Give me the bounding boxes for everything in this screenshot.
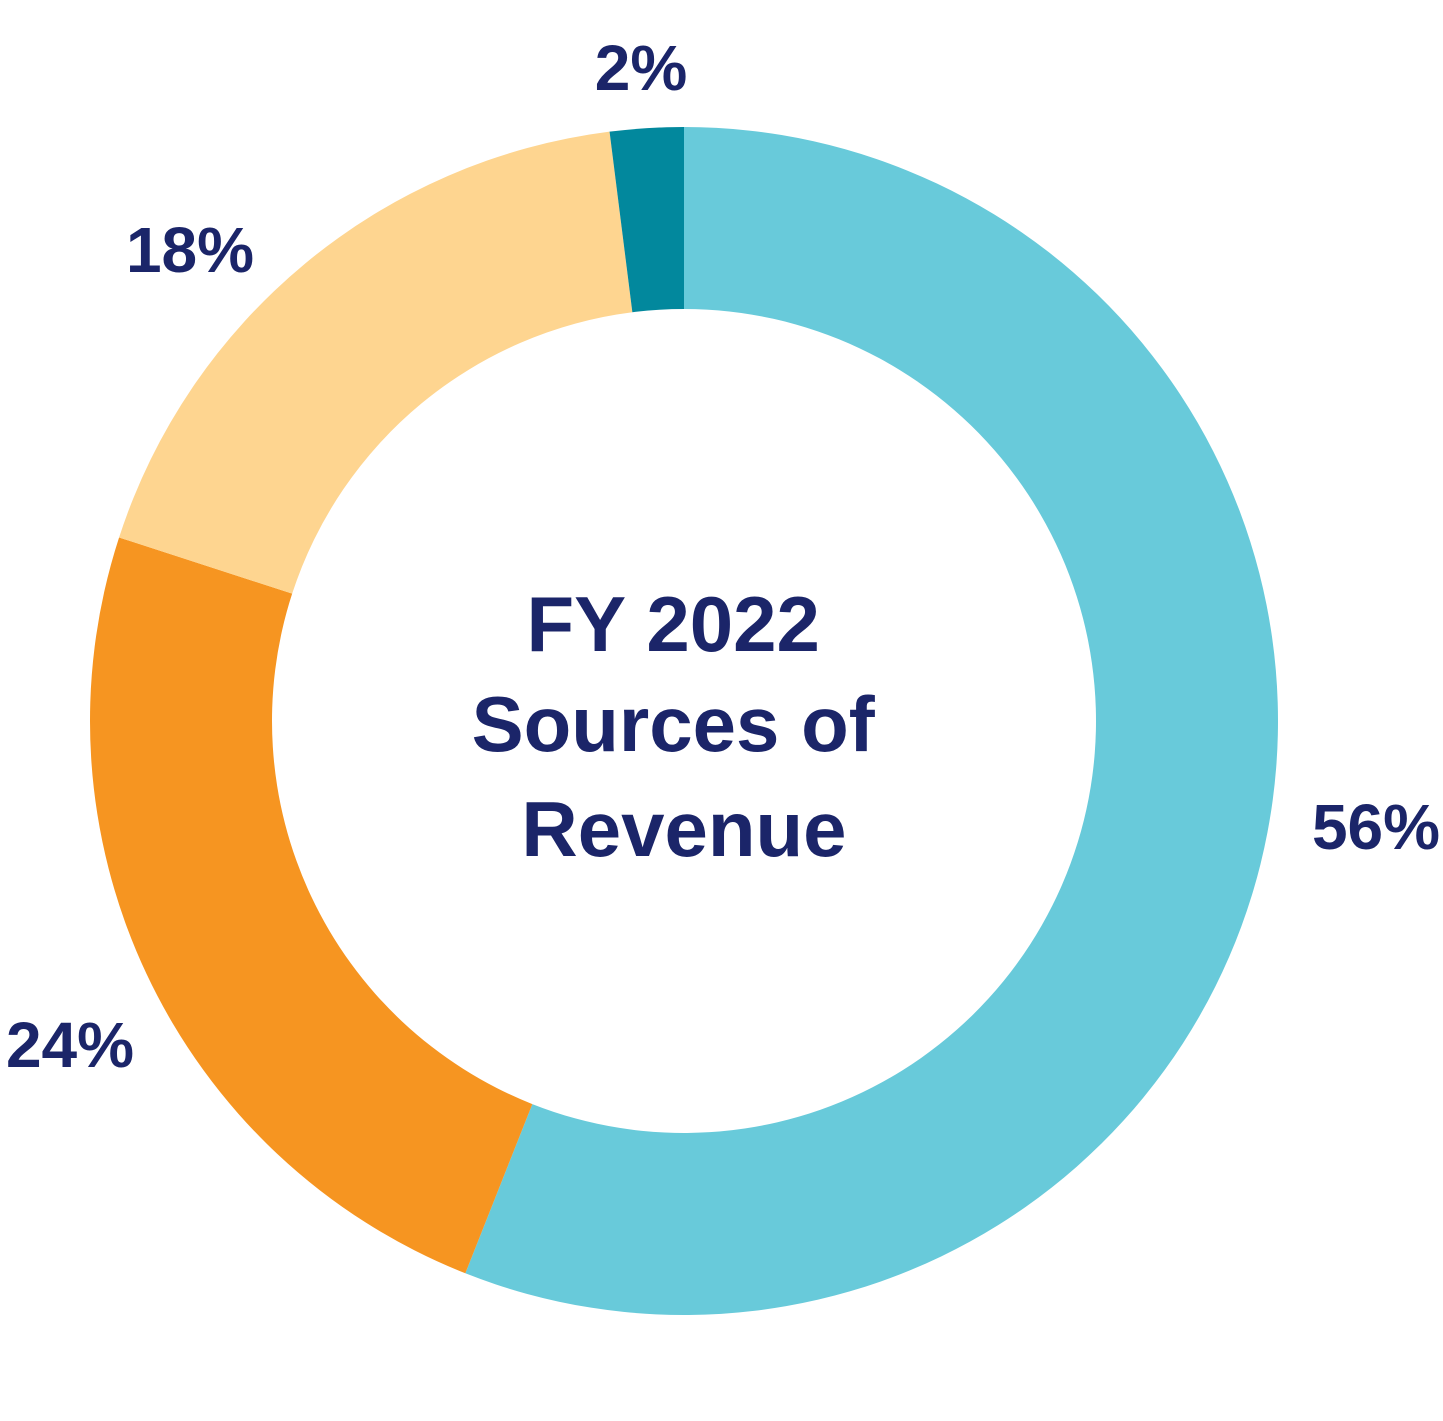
chart-title: FY 2022 Sources of Revenue	[472, 580, 897, 873]
slice-label-4: 2%	[595, 32, 688, 104]
donut-slice-1	[465, 127, 1279, 1316]
slice-label-3: 18%	[126, 214, 254, 286]
donut-slice-4	[609, 127, 684, 313]
slice-label-2: 24%	[6, 1009, 134, 1081]
chart-title-line-3: Revenue	[521, 785, 846, 873]
donut-slice-3	[119, 131, 633, 594]
slice-label-1: 56%	[1312, 791, 1440, 863]
chart-title-line-1: FY 2022	[526, 580, 819, 668]
donut-slices	[90, 127, 1279, 1316]
donut-slice-2	[90, 537, 533, 1274]
chart-title-line-2: Sources of	[472, 680, 876, 768]
slice-labels: 56% 24% 18% 2%	[6, 32, 1440, 1081]
